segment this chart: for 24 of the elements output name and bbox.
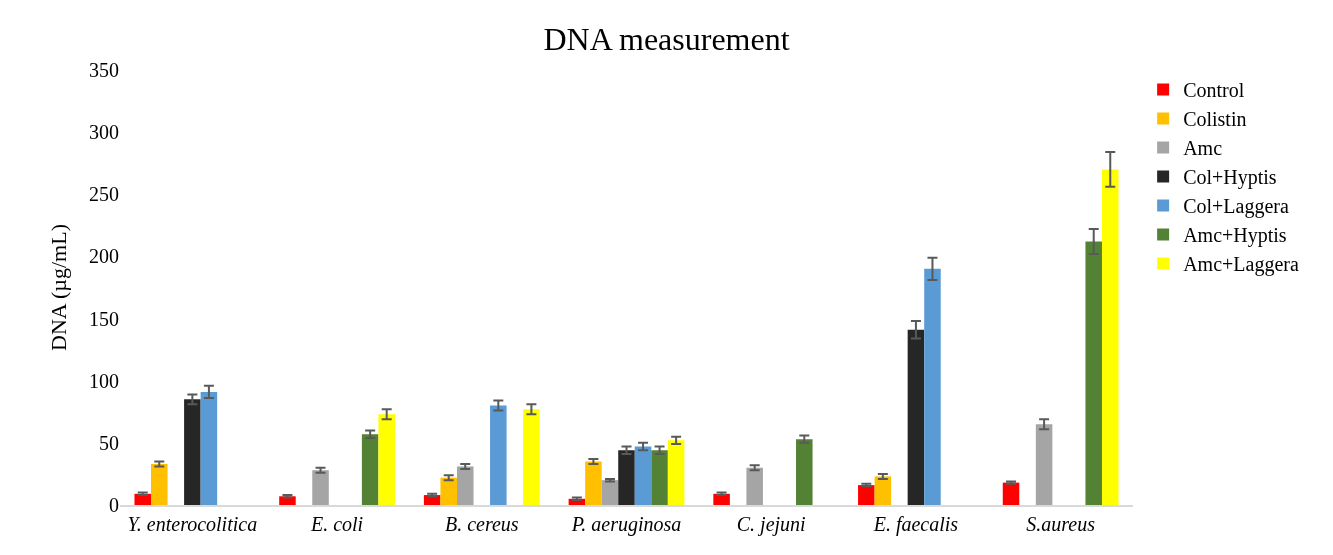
legend-label: Amc+Laggera	[1183, 253, 1299, 277]
legend-label: Amc+Hyptis	[1183, 224, 1287, 248]
x-tick-label: Y. enterocolitica	[127, 513, 258, 535]
x-tick-label: C. jejuni	[736, 513, 806, 536]
y-tick-label: 100	[89, 369, 119, 392]
legend-label: Control	[1183, 79, 1245, 102]
x-tick-label: P. aeruginosa	[570, 513, 682, 536]
x-tick-label: B. cereus	[444, 513, 519, 535]
x-tick-label: S.aureus	[1026, 513, 1096, 535]
legend-label: Amc	[1183, 137, 1223, 160]
legend-label: Col+Hyptis	[1183, 166, 1277, 190]
y-axis-title: DNA (µg/mL)	[46, 224, 71, 351]
x-tick-label: E. faecalis	[872, 513, 959, 536]
y-tick-label: 350	[89, 59, 119, 81]
legend-label: Colistin	[1183, 108, 1247, 131]
y-tick-label: 0	[109, 494, 119, 516]
y-tick-label: 300	[89, 121, 119, 144]
y-tick-label: 200	[89, 245, 119, 268]
chart-title: DNA measurement	[543, 21, 790, 58]
y-tick-label: 150	[89, 307, 119, 330]
x-tick-label: E. coli	[309, 513, 364, 535]
y-tick-label: 250	[89, 183, 119, 206]
y-tick-label: 50	[99, 431, 119, 454]
legend-label: Col+Laggera	[1183, 195, 1289, 219]
